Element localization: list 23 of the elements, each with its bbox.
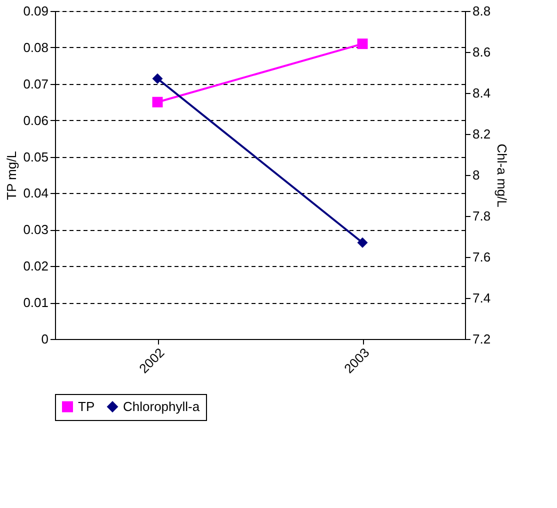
y2-tick-label: 7.6	[472, 250, 491, 264]
y-tick-label: 0.07	[23, 76, 48, 92]
y-tick-label: 0.01	[23, 295, 48, 310]
y-axis-title: TP mg/L	[4, 151, 20, 200]
legend-label: TP	[78, 398, 95, 414]
y2-tick-label: 7.2	[472, 332, 491, 346]
y-tick-label: 0.08	[23, 40, 48, 55]
y-tick-label: 0.04	[23, 186, 48, 201]
y-tick-label: 0.03	[23, 222, 48, 238]
y2-tick-label: 7.4	[472, 290, 491, 306]
y2-tick-label: 8.2	[472, 126, 491, 142]
y2-tick-label: 8.6	[472, 44, 491, 60]
y2-tick-label: 7.8	[472, 208, 491, 224]
y2-tick-label: 8	[472, 168, 480, 182]
y2-tick-label: 8.4	[472, 86, 491, 100]
y2-axis-title: Chl-a mg/L	[494, 144, 510, 208]
y-tick-label: 0.05	[23, 149, 48, 164]
legend-label: Chlorophyll-a	[123, 398, 200, 414]
y-tick-label: 0	[41, 332, 48, 346]
y-tick-label: 0.09	[23, 4, 48, 18]
y2-tick-label: 8.8	[472, 4, 491, 18]
y-tick-label: 0.06	[23, 112, 48, 128]
y-tick-label: 0.02	[23, 258, 48, 274]
